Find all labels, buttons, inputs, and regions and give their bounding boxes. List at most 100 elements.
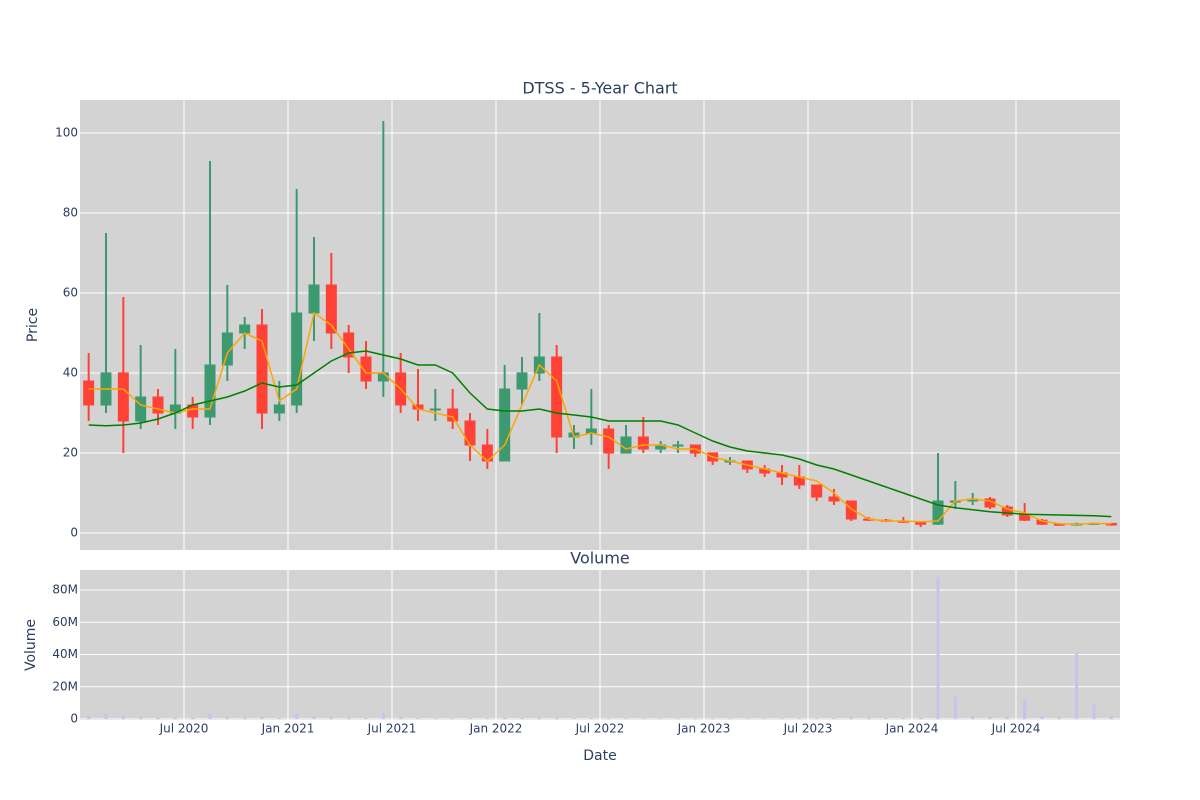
grid: 0 20 40 60 80 100 0 20M 40M 60M 80M Jul 2020 Jan 202… xyxy=(52,100,1120,736)
candle-body xyxy=(932,500,944,525)
candle-body xyxy=(256,324,268,414)
candle-body xyxy=(845,500,857,520)
volume-bar xyxy=(104,714,108,720)
volume-bar xyxy=(121,715,125,720)
volume-bar xyxy=(797,718,801,720)
volume-bar xyxy=(87,715,91,720)
volume-bar xyxy=(849,716,853,720)
candle-body xyxy=(499,388,511,462)
volume-bar xyxy=(295,714,299,720)
volume-bar xyxy=(1092,704,1096,720)
y-tick-label: 60M xyxy=(52,615,78,629)
volume-bar xyxy=(988,716,992,720)
volume-bar xyxy=(607,718,611,720)
volume-bar xyxy=(1040,715,1044,720)
volume-bar xyxy=(364,717,368,720)
volume-bar xyxy=(971,715,975,720)
candle-body xyxy=(221,332,233,366)
chart-title: DTSS - 5-Year Chart xyxy=(522,79,677,98)
x-tick-label: Jul 2024 xyxy=(991,722,1041,736)
volume-bar xyxy=(381,712,385,720)
candle-body xyxy=(360,356,372,382)
volume-bar xyxy=(208,714,212,720)
moving-average-line xyxy=(88,311,1112,525)
candle-body xyxy=(637,436,649,450)
candle-body xyxy=(291,312,303,406)
x-tick-label: Jan 2023 xyxy=(677,722,731,736)
volume-bar xyxy=(832,718,836,720)
candle-body xyxy=(83,380,95,406)
candle-body xyxy=(1001,506,1013,516)
x-tick-label: Jan 2022 xyxy=(469,722,523,736)
volume-bar xyxy=(416,718,420,720)
x-tick-label: Jan 2024 xyxy=(885,722,939,736)
x-axis-label: Date xyxy=(583,748,616,764)
x-tick-label: Jul 2022 xyxy=(575,722,625,736)
volume-bar xyxy=(1109,715,1113,720)
volume-bar xyxy=(624,718,628,720)
volume-bar xyxy=(277,717,281,720)
volume-bar xyxy=(919,717,923,720)
candle-body xyxy=(117,372,129,422)
volume-bar xyxy=(953,696,957,720)
volume-bar xyxy=(867,717,871,720)
volume-bar xyxy=(225,716,229,720)
y-tick-label: 0 xyxy=(70,526,78,540)
volume-bar xyxy=(243,717,247,720)
x-tick-label: Jan 2021 xyxy=(261,722,315,736)
candle-body xyxy=(152,396,164,414)
candle-body xyxy=(273,404,285,414)
candle-body xyxy=(811,484,823,498)
volume-bar xyxy=(936,577,940,720)
candle-body xyxy=(828,496,840,502)
volume-bar xyxy=(815,718,819,720)
candle-body xyxy=(464,420,476,446)
volume-bar xyxy=(1005,716,1009,720)
y-tick-label: 20 xyxy=(63,446,78,460)
y-tick-label: 40M xyxy=(52,647,78,661)
y-tick-label: 60 xyxy=(63,286,78,300)
volume-bar xyxy=(780,718,784,720)
volume-bar xyxy=(191,717,195,720)
candle-body xyxy=(447,408,459,422)
x-tick-label: Jul 2021 xyxy=(367,722,417,736)
volume-bar xyxy=(901,717,905,720)
volume-bar xyxy=(451,718,455,720)
volume-bar xyxy=(1023,699,1027,720)
candle-body xyxy=(620,436,632,454)
candle-body xyxy=(516,372,528,390)
y-tick-label: 40 xyxy=(63,366,78,380)
y-axis-label: Price xyxy=(25,308,41,342)
x-tick-label: Jul 2023 xyxy=(783,722,833,736)
volume-bar xyxy=(485,718,489,720)
volume-bar xyxy=(156,717,160,720)
volume-bar xyxy=(520,717,524,720)
y-tick-label: 80 xyxy=(63,206,78,220)
candle-body xyxy=(343,332,355,358)
volume-bar xyxy=(312,715,316,720)
volume-bar xyxy=(884,717,888,720)
candle-body xyxy=(325,284,337,334)
subplot-title: Volume xyxy=(570,549,630,568)
y-tick-label: 0 xyxy=(70,712,78,726)
volume-bar xyxy=(260,716,264,720)
volume-bar xyxy=(329,716,333,720)
volume-bar xyxy=(173,717,177,720)
volume-bar xyxy=(347,717,351,720)
candle-body xyxy=(135,396,147,422)
volume-bar xyxy=(555,717,559,720)
volume-bar xyxy=(468,718,472,720)
volume-bar xyxy=(503,717,507,720)
y-tick-label: 100 xyxy=(55,126,78,140)
candle-body xyxy=(672,444,684,447)
marks xyxy=(83,121,1117,720)
candle-body xyxy=(308,284,320,314)
x-tick-label: Jul 2020 xyxy=(159,722,209,736)
volume-bar xyxy=(1075,652,1079,720)
volume-bar xyxy=(1057,716,1061,720)
candle-body xyxy=(1019,514,1031,521)
moving-average-line xyxy=(88,350,1112,518)
volume-bar xyxy=(537,717,541,720)
y-tick-label: 80M xyxy=(52,583,78,597)
